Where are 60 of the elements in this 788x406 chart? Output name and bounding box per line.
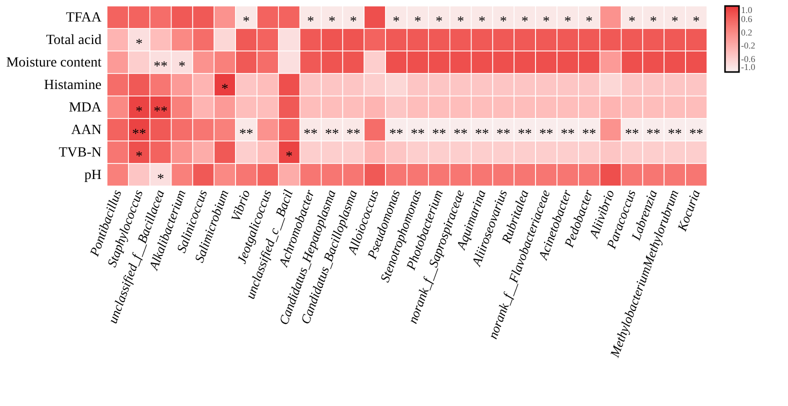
data-label: ** bbox=[154, 104, 168, 120]
data-label: * bbox=[436, 14, 443, 30]
data-label: ** bbox=[389, 126, 404, 142]
data-label: ** bbox=[646, 126, 660, 142]
data-label: * bbox=[350, 14, 357, 30]
data-label: * bbox=[650, 14, 657, 30]
data-label: * bbox=[671, 14, 678, 30]
color-bar-label: -0.2 bbox=[741, 40, 756, 51]
data-label: ** bbox=[560, 126, 575, 142]
data-label: ** bbox=[239, 126, 254, 142]
color-bar-label: 0.6 bbox=[741, 14, 753, 24]
data-label: ** bbox=[518, 126, 532, 142]
data-label: * bbox=[307, 14, 314, 30]
data-label: ** bbox=[582, 126, 596, 142]
color-bar-label: -1.0 bbox=[741, 62, 756, 72]
data-label: * bbox=[328, 14, 336, 30]
data-label: * bbox=[136, 149, 143, 164]
data-label: * bbox=[457, 14, 464, 30]
data-label: ** bbox=[496, 126, 510, 142]
data-label: * bbox=[136, 36, 143, 52]
color-bar-label: -0.6 bbox=[741, 54, 756, 64]
data-label: * bbox=[586, 14, 593, 30]
y-tick-label: Moisture content bbox=[6, 55, 102, 70]
data-label: * bbox=[136, 104, 143, 120]
data-label: * bbox=[392, 14, 400, 30]
data-label: * bbox=[500, 14, 507, 30]
data-label: ** bbox=[625, 126, 639, 142]
data-label: ** bbox=[689, 126, 704, 142]
data-label: * bbox=[564, 14, 572, 30]
data-label: ** bbox=[154, 59, 168, 74]
data-label: ** bbox=[132, 126, 146, 142]
data-label: ** bbox=[346, 126, 360, 142]
data-label: * bbox=[542, 14, 550, 30]
color-bar-label: 0.2 bbox=[741, 27, 752, 38]
y-tick-label: Total acid bbox=[46, 32, 102, 48]
y-tick-label: Histamine bbox=[44, 78, 102, 93]
data-label: * bbox=[414, 14, 422, 30]
data-label: ** bbox=[432, 126, 446, 142]
color-bar-label: 1.0 bbox=[741, 5, 753, 15]
data-label: * bbox=[178, 59, 186, 74]
data-label: * bbox=[242, 14, 250, 30]
data-label: * bbox=[221, 82, 228, 97]
y-tick-label: TVB-N bbox=[58, 145, 102, 160]
data-label: * bbox=[628, 14, 636, 30]
data-label: ** bbox=[668, 126, 682, 142]
data-label: ** bbox=[304, 126, 318, 142]
y-tick-label: MDA bbox=[68, 100, 102, 116]
data-label: ** bbox=[454, 126, 468, 142]
y-tick-label: AAN bbox=[71, 122, 102, 138]
data-label: ** bbox=[475, 126, 489, 142]
y-tick-label: TFAA bbox=[66, 10, 102, 26]
data-label: ** bbox=[539, 126, 554, 142]
data-label: ** bbox=[410, 126, 425, 142]
data-label: * bbox=[157, 172, 164, 187]
data-label: * bbox=[286, 149, 293, 164]
data-label: * bbox=[478, 14, 486, 30]
y-tick-label: pH bbox=[84, 168, 102, 183]
data-label: * bbox=[692, 14, 700, 30]
data-label: ** bbox=[325, 126, 339, 142]
data-label: * bbox=[521, 14, 528, 30]
